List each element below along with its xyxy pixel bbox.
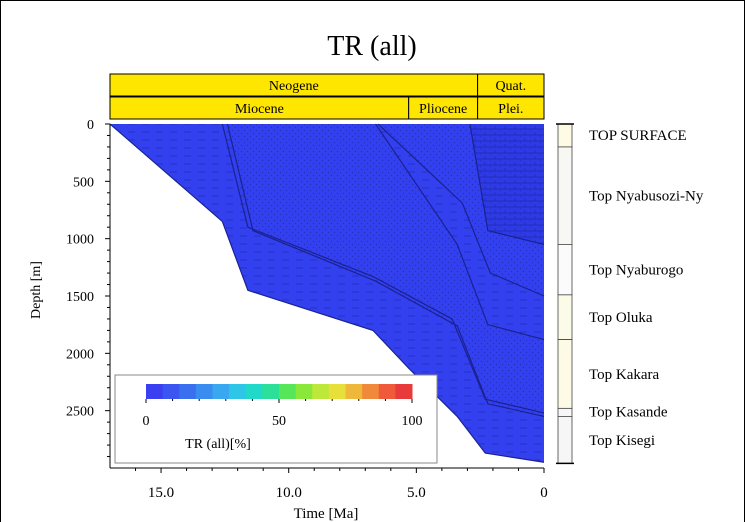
burial-surface [109, 123, 545, 463]
burial-surface [226, 123, 545, 417]
burial-surface [377, 123, 545, 297]
timescale-label: Quat. [495, 79, 526, 94]
timescale-cell [477, 73, 545, 97]
colorbar-segment [212, 384, 230, 399]
formation-label: Top Nyabusozi-Ny [589, 189, 704, 205]
stratigraphic-column [556, 123, 574, 465]
chart-title: TR (all) [327, 31, 416, 62]
colorbar-segment [162, 384, 180, 399]
formation-label: TOP SURFACE [589, 128, 687, 144]
formation-label: Top Nyaburogo [589, 263, 683, 279]
colorbar-legend: 0 50 100 TR (all)[%] [114, 374, 438, 464]
timescale-label: Plei. [498, 102, 523, 117]
colorbar-segment [395, 384, 413, 399]
x-tick-label: 10.0 [276, 485, 302, 501]
y-ticks: 0 500 1000 1500 2000 2500 [66, 118, 110, 458]
formation-block [557, 294, 573, 340]
formation-block [557, 123, 573, 148]
timescale-label: Miocene [235, 102, 284, 117]
y-tick-label: 2000 [66, 347, 94, 362]
formation-block [557, 339, 573, 409]
burial-surface-lines [109, 123, 545, 463]
y-axis-label: Depth [m] [29, 261, 44, 319]
formation-block [557, 415, 573, 464]
timescale-bar: Neogene Quat. Miocene Pliocene Plei. [109, 73, 545, 120]
colorbar-segment [328, 384, 346, 399]
burial-fill-layer [469, 124, 544, 245]
formation-label: Top Kasande [589, 404, 668, 420]
y-tick-label: 2500 [66, 405, 94, 420]
x-axis-label: Time [Ma] [294, 506, 359, 522]
formation-labels: TOP SURFACE Top Nyabusozi-Ny Top Nyaburogo… [589, 128, 704, 449]
colorbar-segment [262, 384, 280, 399]
y-tick-label: 0 [87, 118, 94, 133]
y-tick-label: 500 [73, 175, 94, 190]
formation-label: Top Oluka [589, 310, 653, 326]
colorbar-segment [245, 384, 263, 399]
formation-label: Top Kisegi [589, 433, 655, 449]
timescale-label: Pliocene [419, 102, 467, 117]
x-ticks: 15.0 10.0 5.0 0 [135, 468, 548, 501]
burial-surface [469, 123, 545, 245]
x-tick-label: 0 [540, 485, 548, 501]
burial-surface [221, 123, 545, 414]
colorbar-segment [295, 384, 313, 399]
colorbar-segment [195, 384, 213, 399]
colorbar-segment [378, 384, 396, 399]
colorbar-label: TR (all)[%] [185, 437, 251, 452]
burial-surface [375, 123, 545, 341]
y-tick-label: 1500 [66, 290, 94, 305]
timescale-label: Neogene [269, 79, 319, 94]
formation-block [557, 407, 573, 417]
colorbar [146, 384, 413, 399]
colorbar-tick-label: 50 [272, 414, 286, 429]
timescale-cell [477, 96, 545, 120]
formation-block [557, 146, 573, 245]
colorbar-segment [179, 384, 197, 399]
y-tick-label: 1000 [66, 233, 94, 248]
colorbar-segment [362, 384, 380, 399]
colorbar-ticks: 0 50 100 [143, 399, 423, 429]
x-tick-label: 5.0 [407, 485, 426, 501]
colorbar-segment [312, 384, 330, 399]
colorbar-segment [146, 384, 164, 399]
colorbar-segment [345, 384, 363, 399]
colorbar-segment [279, 384, 297, 399]
formation-label: Top Kakara [589, 367, 660, 383]
x-tick-label: 15.0 [148, 485, 174, 501]
colorbar-segment [229, 384, 247, 399]
formation-block [557, 243, 573, 296]
colorbar-tick-label: 100 [402, 414, 423, 429]
colorbar-tick-label: 0 [143, 414, 150, 429]
